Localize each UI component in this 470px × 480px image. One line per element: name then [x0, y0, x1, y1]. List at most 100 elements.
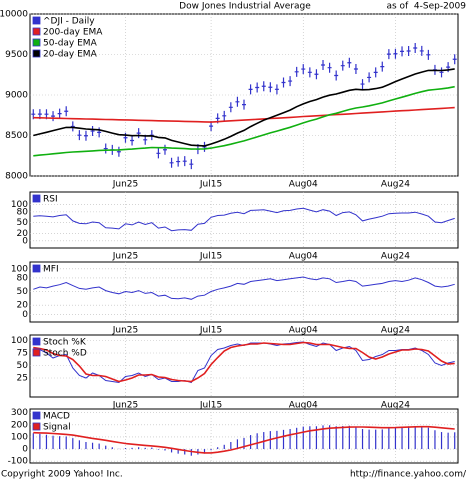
- legend-label: Stoch %K: [43, 338, 87, 348]
- y-tick-label: 100: [11, 432, 28, 442]
- price-mark: [235, 96, 240, 107]
- x-tick-label: Aug04: [289, 180, 318, 190]
- panel-frame: [29, 191, 459, 249]
- series-line: [33, 85, 455, 157]
- y-tick-label: 80: [17, 273, 29, 283]
- price-mark: [347, 57, 352, 68]
- x-tick-label: Jul15: [199, 252, 222, 262]
- price-mark: [261, 81, 266, 92]
- legend-label: 200-day EMA: [43, 28, 103, 38]
- y-tick-label: 9000: [5, 91, 28, 101]
- price-mark: [31, 109, 36, 120]
- legend-label: MACD: [43, 412, 70, 422]
- footer-right: http://finance.yahoo.com/: [350, 470, 467, 480]
- price-mark: [307, 67, 312, 78]
- series-line: [33, 207, 455, 232]
- x-tick-label: Aug04: [289, 326, 318, 336]
- series-line: [33, 68, 455, 147]
- price-mark: [406, 46, 411, 57]
- price-mark: [130, 135, 135, 146]
- x-tick-label: Aug24: [381, 326, 410, 336]
- legend-swatch: [32, 264, 41, 273]
- price-mark: [367, 72, 372, 83]
- price-mark: [189, 159, 194, 170]
- y-tick-label: 100: [11, 264, 28, 274]
- price-mark: [452, 54, 457, 65]
- panel-frame: [29, 13, 459, 177]
- y-tick-label: 50: [17, 361, 29, 371]
- price-mark: [169, 157, 174, 168]
- price-mark: [182, 156, 187, 167]
- price-mark: [222, 110, 227, 121]
- y-tick-label: 20: [17, 301, 29, 311]
- price-mark: [90, 126, 95, 137]
- x-tick-label: Aug24: [381, 401, 410, 411]
- price-mark: [301, 64, 306, 75]
- series-line: [33, 425, 455, 454]
- legend-label: Signal: [43, 423, 71, 433]
- y-tick-label: 50: [17, 287, 29, 297]
- y-tick-label: 100: [11, 200, 28, 210]
- y-tick-label: 20: [17, 229, 29, 239]
- price-mark: [268, 82, 273, 93]
- chart-title: Dow Jones Industrial Average: [179, 2, 311, 12]
- y-tick-label: 200: [11, 420, 28, 430]
- price-mark: [255, 82, 260, 93]
- price-mark: [116, 146, 121, 157]
- legend-label: ^DJI - Daily: [43, 17, 95, 27]
- legend-swatch: [32, 194, 41, 203]
- price-mark: [321, 60, 326, 71]
- price-mark: [413, 43, 418, 54]
- price-mark: [202, 141, 207, 152]
- y-tick-label: 300: [11, 408, 28, 418]
- panel-frame: [29, 408, 459, 464]
- panel-frame: [29, 261, 459, 323]
- x-tick-label: Jun25: [112, 180, 139, 190]
- x-tick-label: Jun25: [112, 326, 139, 336]
- legend-swatch: [32, 16, 41, 25]
- price-mark: [162, 144, 167, 155]
- y-tick-label: -100: [8, 457, 29, 467]
- price-mark: [426, 49, 431, 60]
- x-tick-label: Jun25: [112, 252, 139, 262]
- price-mark: [242, 99, 246, 110]
- price-mark: [70, 121, 75, 132]
- price-mark: [64, 106, 69, 117]
- y-tick-label: 80: [17, 207, 29, 217]
- price-mark: [274, 84, 279, 95]
- price-mark: [439, 67, 444, 78]
- legend-label: MFI: [43, 265, 59, 275]
- series-line: [33, 106, 455, 123]
- y-tick-label: 75: [17, 349, 28, 359]
- legend-swatch: [32, 337, 41, 346]
- price-mark: [156, 148, 161, 159]
- price-mark: [380, 61, 385, 72]
- y-tick-label: 8000: [5, 172, 28, 182]
- price-mark: [248, 84, 253, 95]
- legend-swatch: [32, 422, 41, 431]
- x-tick-label: Aug04: [289, 252, 318, 262]
- legend-swatch: [32, 411, 41, 420]
- y-tick-label: 25: [17, 374, 28, 384]
- price-mark: [353, 63, 358, 74]
- x-tick-label: Aug24: [381, 180, 410, 190]
- price-mark: [340, 60, 345, 71]
- price-mark: [228, 102, 233, 113]
- price-mark: [77, 130, 82, 141]
- y-tick-label: 9500: [5, 50, 28, 60]
- legend-label: 50-day EMA: [43, 39, 98, 49]
- price-mark: [393, 48, 398, 59]
- price-mark: [327, 62, 332, 73]
- x-tick-label: Jul15: [199, 180, 222, 190]
- price-mark: [419, 45, 424, 56]
- series-line: [33, 276, 455, 300]
- price-mark: [136, 128, 141, 139]
- y-tick-label: 0: [22, 310, 28, 320]
- price-mark: [400, 46, 405, 57]
- footer-left: Copyright 2009 Yahoo! Inc.: [1, 470, 123, 480]
- price-mark: [386, 49, 391, 60]
- y-tick-label: 0: [22, 236, 28, 246]
- price-mark: [314, 69, 319, 80]
- price-mark: [176, 156, 181, 167]
